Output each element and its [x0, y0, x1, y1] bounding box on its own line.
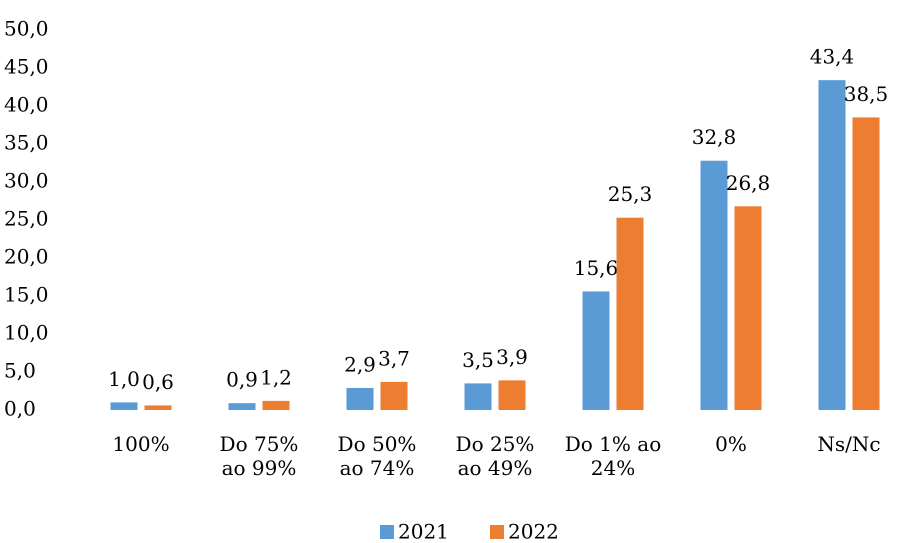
value-label: 43,4 [810, 45, 855, 69]
x-tick-label: 0% [715, 432, 747, 456]
value-label: 38,5 [844, 82, 889, 106]
value-label: 0,9 [226, 368, 258, 392]
bar [144, 405, 172, 410]
bar [734, 206, 762, 410]
value-label: 1,2 [260, 365, 292, 389]
legend-label: 2022 [508, 520, 559, 543]
x-tick-label: Do 25% ao 49% [455, 432, 535, 480]
legend-swatch [380, 525, 394, 539]
y-tick-label: 0,0 [4, 397, 36, 421]
x-tick-label: 100% [112, 432, 170, 456]
bar [818, 80, 846, 410]
legend-label: 2021 [398, 520, 449, 543]
value-label: 3,5 [462, 348, 494, 372]
value-label: 2,9 [344, 352, 376, 376]
x-tick-label: Do 1% ao 24% [564, 432, 662, 480]
y-tick-label: 25,0 [4, 207, 49, 231]
value-label: 3,9 [496, 345, 528, 369]
value-label: 0,6 [142, 370, 174, 394]
y-tick-label: 20,0 [4, 245, 49, 269]
bar [700, 160, 728, 410]
y-tick-label: 15,0 [4, 283, 49, 307]
x-tick-label: Do 50% ao 74% [337, 432, 417, 480]
value-label: 15,6 [574, 256, 619, 280]
value-label: 3,7 [378, 346, 410, 370]
y-tick-label: 40,0 [4, 93, 49, 117]
bar [582, 291, 610, 410]
y-tick-label: 30,0 [4, 169, 49, 193]
bar [498, 380, 526, 410]
y-tick-label: 35,0 [4, 131, 49, 155]
value-label: 32,8 [692, 125, 737, 149]
y-tick-label: 45,0 [4, 55, 49, 79]
legend-swatch [490, 525, 504, 539]
bar [262, 400, 290, 410]
bar [110, 402, 138, 410]
y-tick-label: 5,0 [4, 359, 36, 383]
value-label: 1,0 [108, 367, 140, 391]
value-label: 26,8 [726, 171, 771, 195]
bar [380, 381, 408, 410]
y-tick-label: 10,0 [4, 321, 49, 345]
bar [616, 217, 644, 410]
bar [852, 117, 880, 411]
x-tick-label: Ns/Nc [817, 432, 881, 456]
x-tick-label: Do 75% ao 99% [219, 432, 299, 480]
bar [346, 387, 374, 410]
bar [228, 403, 256, 410]
value-label: 25,3 [608, 182, 653, 206]
y-tick-label: 50,0 [4, 17, 49, 41]
bar [464, 383, 492, 410]
